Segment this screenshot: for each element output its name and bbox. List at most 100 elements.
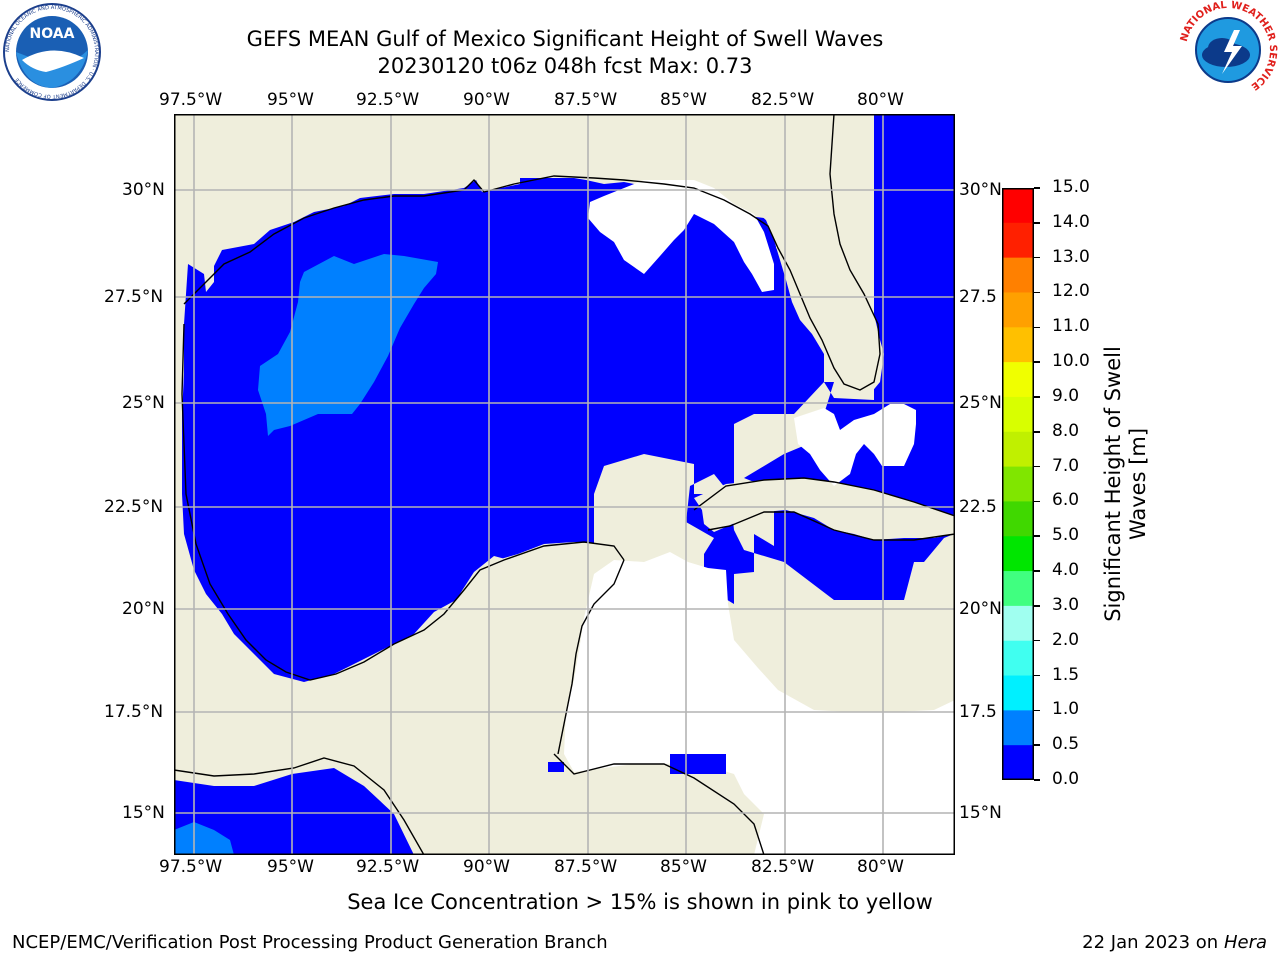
coastline-cuba	[693, 477, 956, 541]
swell-mid-region	[258, 254, 438, 436]
colorbar-label-line1: Significant Height of Swell	[1101, 346, 1125, 622]
graticule	[174, 114, 955, 855]
lon-label-bottom-2: 95°W	[267, 857, 314, 877]
colorbar-tick-label: 11.0	[1052, 316, 1090, 337]
colorbar-frame	[1002, 188, 1034, 780]
lon-label-bottom-6: 85°W	[660, 857, 707, 877]
colorbar-band	[1002, 257, 1034, 293]
lon-label-top-7: 82.5°W	[751, 90, 815, 110]
lon-label-top-1: 97.5°W	[159, 90, 223, 110]
florida-land	[564, 114, 884, 398]
lat-label-right-1: 30°N	[959, 180, 1002, 200]
colorbar-ticks: 15.0 14.0 13.0 12.0 11.0 10.0 9.0 8.0 7.0 6.0 5.0 4…	[1034, 177, 1094, 789]
colorbar-tick-mark	[1034, 291, 1040, 294]
colorbar-band	[1002, 396, 1034, 433]
lon-label-bottom-8: 80°W	[857, 857, 904, 877]
colorbar-tick-mark	[1034, 535, 1040, 537]
colorbar-graphic	[1002, 188, 1034, 781]
caribbean-south-water	[174, 768, 414, 855]
colorbar-tick-mark	[1034, 605, 1040, 607]
lon-label-top-6: 85°W	[660, 90, 707, 110]
map-panel	[173, 113, 956, 856]
lon-label-top-5: 87.5°W	[554, 90, 618, 110]
coastline-central-america	[173, 753, 765, 856]
colorbar-band	[1002, 222, 1034, 259]
lat-label-left-7: 15°N	[122, 803, 165, 823]
colorbar	[1002, 188, 1034, 781]
colorbar-band	[1002, 188, 1034, 224]
noaa-logo: NOAA NATIONAL OCEANIC AND ATMOSPHERIC AD…	[2, 2, 102, 102]
colorbar-tick-label: 6.0	[1052, 490, 1080, 511]
lon-label-top-2: 95°W	[267, 90, 314, 110]
colorbar-band	[1002, 501, 1034, 537]
colorbar-tick-label: 15.0	[1052, 177, 1090, 197]
lat-label-left-2: 27.5°N	[104, 287, 164, 307]
colorbar-tick-mark	[1034, 396, 1040, 398]
lon-label-top-8: 80°W	[857, 90, 904, 110]
lon-label-bottom-1: 97.5°W	[159, 857, 223, 877]
lat-label-left-4: 22.5°N	[104, 497, 164, 517]
colorbar-tick-mark	[1034, 326, 1040, 329]
lat-label-right-7: 15°N	[959, 803, 1002, 823]
colorbar-tick-label: 5.0	[1052, 525, 1080, 546]
no-data-east-gulf	[588, 180, 774, 292]
lat-label-right-5: 20°N	[959, 599, 1002, 619]
colorbar-tick-mark	[1034, 431, 1040, 433]
lat-label-right-4: 22.5	[959, 497, 997, 517]
colorbar-band	[1002, 640, 1034, 677]
colorbar-band	[1002, 466, 1034, 502]
caribbean-south-mid	[174, 822, 234, 855]
noaa-text: NOAA	[30, 26, 75, 42]
nws-logo: NATIONAL WEATHER SERVICE	[1178, 0, 1278, 100]
colorbar-band	[1002, 571, 1034, 607]
colorbar-tick-label: 4.0	[1052, 560, 1080, 581]
colorbar-tick-label: 9.0	[1052, 385, 1080, 406]
colorbar-tick-mark	[1034, 744, 1040, 746]
colorbar-tick-label: 14.0	[1052, 211, 1090, 232]
colorbar-tick-mark	[1034, 187, 1040, 189]
colorbar-tick-label: 0.0	[1052, 769, 1080, 789]
colorbar-label-line2: Waves [m]	[1126, 427, 1150, 541]
footer-date-text: 22 Jan 2023 on	[1082, 932, 1224, 953]
colorbar-tick-mark	[1034, 500, 1040, 503]
lon-label-bottom-4: 90°W	[463, 857, 510, 877]
lat-label-right-3: 25°N	[959, 393, 1002, 413]
colorbar-tick-mark	[1034, 222, 1040, 224]
footer-branch: NCEP/EMC/Verification Post Processing Pr…	[12, 932, 608, 953]
coastline-west	[181, 323, 625, 681]
colorbar-band	[1002, 536, 1034, 572]
lat-label-right-2: 27.5	[959, 287, 997, 307]
colorbar-tick-label: 13.0	[1052, 246, 1090, 267]
lon-label-bottom-7: 82.5°W	[751, 857, 815, 877]
honduras-coast-patch-2	[670, 754, 726, 774]
colorbar-tick-mark	[1034, 256, 1040, 259]
no-data-yucatan-channel	[564, 552, 955, 855]
chart-subtitle: 20230120 t06z 048h fcst Max: 0.73	[377, 54, 753, 78]
colorbar-tick-label: 7.0	[1052, 455, 1080, 476]
map-frame	[174, 114, 955, 855]
footer-date: 22 Jan 2023 on Hera	[1082, 932, 1267, 953]
colorbar-band	[1002, 605, 1034, 642]
colorbar-tick-mark	[1034, 639, 1040, 642]
colorbar-tick-label: 0.5	[1052, 734, 1080, 755]
colorbar-tick-label: 1.0	[1052, 699, 1080, 720]
colorbar-tick-mark	[1034, 779, 1040, 781]
honduras-coast-patch-1	[548, 762, 564, 772]
colorbar-band	[1002, 431, 1034, 468]
no-data-keys	[794, 404, 916, 486]
colorbar-tick-mark	[1034, 674, 1040, 677]
lat-label-left-1: 30°N	[122, 180, 165, 200]
colorbar-band	[1002, 292, 1034, 328]
chart-title: GEFS MEAN Gulf of Mexico Significant Hei…	[246, 27, 884, 51]
colorbar-tick-mark	[1034, 570, 1040, 572]
colorbar-tick-label: 8.0	[1052, 420, 1080, 441]
colorbar-tick-mark	[1034, 465, 1040, 468]
footer-host: Hera	[1223, 932, 1267, 953]
colorbar-tick-label: 12.0	[1052, 281, 1090, 302]
colorbar-band	[1002, 710, 1034, 746]
lon-label-top-4: 90°W	[463, 90, 510, 110]
colorbar-tick-label: 3.0	[1052, 594, 1080, 615]
lon-label-bottom-3: 92.5°W	[356, 857, 420, 877]
sea-ice-note: Sea Ice Concentration > 15% is shown in …	[347, 890, 933, 914]
colorbar-band	[1002, 327, 1034, 363]
